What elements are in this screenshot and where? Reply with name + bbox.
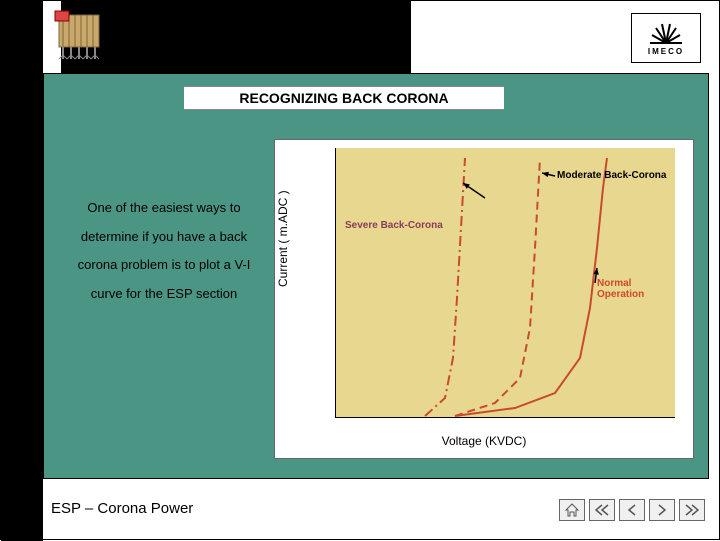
company-logo-icon: IMECO	[631, 13, 701, 63]
logo-label: IMECO	[648, 47, 684, 56]
slide-subtitle: RECOGNIZING BACK CORONA	[184, 86, 504, 110]
last-icon	[685, 504, 699, 516]
curve-label-normal-operation: Normal Operation	[597, 278, 675, 300]
nav-first-button[interactable]	[589, 499, 615, 521]
nav-buttons	[559, 499, 705, 521]
nav-prev-button[interactable]	[619, 499, 645, 521]
footer-text: ESP – Corona Power	[51, 500, 193, 517]
curve-label-moderate-back-corona: Moderate Back-Corona	[557, 170, 666, 181]
next-icon	[656, 504, 668, 516]
company-title: IMECO LIMITED	[121, 29, 343, 60]
left-black-bar	[1, 1, 43, 541]
prev-icon	[626, 504, 638, 516]
x-axis-label: Voltage (KVDC)	[275, 434, 693, 448]
slide: IMECO LIMITED IMECO RECOGNIZING BACK COR…	[0, 0, 720, 540]
body-text: One of the easiest ways to determine if …	[64, 194, 264, 308]
equipment-icon	[49, 7, 109, 65]
first-icon	[595, 504, 609, 516]
home-icon	[564, 503, 580, 517]
nav-home-button[interactable]	[559, 499, 585, 521]
y-axis-label: Current ( m.ADC )	[276, 190, 290, 287]
nav-next-button[interactable]	[649, 499, 675, 521]
nav-last-button[interactable]	[679, 499, 705, 521]
chart-plot-area: Severe Back-Corona Moderate Back-Corona No…	[335, 148, 675, 418]
curve-label-severe-back-corona: Severe Back-Corona	[345, 220, 443, 231]
vi-curve-chart: Current ( m.ADC ) Severe Back-Corona Mode…	[274, 139, 694, 459]
content-panel: RECOGNIZING BACK CORONA One of the easie…	[43, 73, 709, 479]
